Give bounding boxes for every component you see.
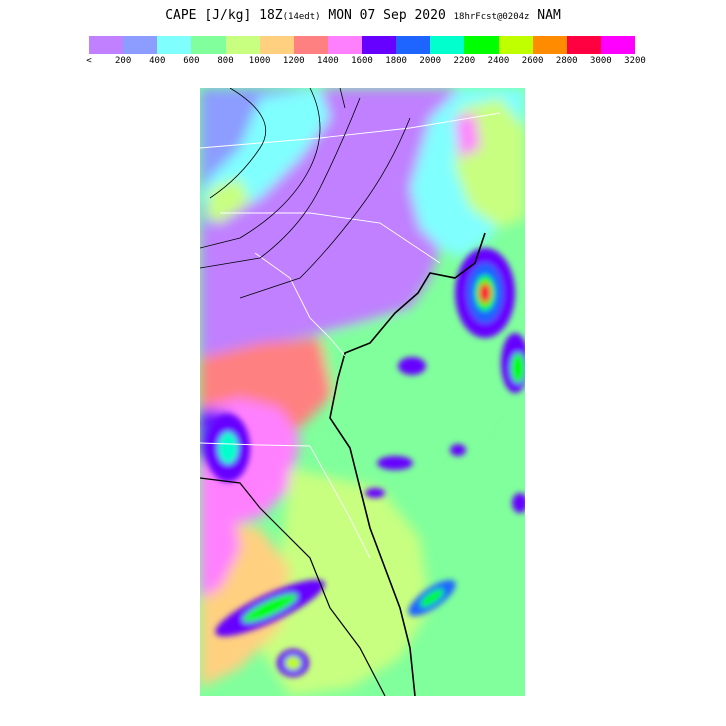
legend-tick-4: 800 [217, 56, 234, 66]
legend-swatch-3 [191, 36, 226, 54]
legend-swatch-10 [430, 36, 465, 54]
legend-tick-9: 1800 [385, 56, 407, 66]
state-boundary-fl-west [309, 445, 371, 559]
legend-tick-3: 600 [183, 56, 200, 66]
legend-tick-8: 1600 [351, 56, 373, 66]
legend-swatch-0 [89, 36, 124, 54]
state-boundary-nc-sc [220, 212, 441, 264]
legend-tick-10: 2000 [419, 56, 442, 66]
title-forecast: 18hrFcst@0204z [453, 12, 530, 22]
legend-swatch-15 [600, 36, 635, 54]
title-local-time: (14edt) [282, 12, 321, 22]
legend-tick-0: < [86, 56, 92, 66]
legend-tick-5: 1000 [248, 56, 271, 66]
cape-cell-s-inner [285, 656, 301, 670]
legend-swatch-9 [396, 36, 431, 54]
title-main: CAPE [J/kg] 18Z [165, 8, 283, 23]
cape-cell-ne-core [479, 283, 491, 303]
legend-swatch-2 [157, 36, 192, 54]
legend-swatch-1 [123, 36, 158, 54]
legend-swatch-8 [362, 36, 397, 54]
title-date: MON 07 Sep 2020 [328, 8, 446, 23]
cape-cell-small-2 [450, 444, 466, 456]
title-model: NAM [537, 8, 561, 23]
legend-swatch-5 [259, 36, 294, 54]
legend-tick-14: 2800 [555, 56, 578, 66]
cape-cell-mid [398, 357, 426, 375]
cape-cell-small-3 [365, 488, 385, 498]
legend-tick-16: 3200 [624, 56, 646, 66]
legend-swatch-7 [327, 36, 362, 54]
legend-tick-labels: <200 400 600 800 1000 1200 1400 1600 1800 2000 220… [86, 56, 649, 68]
cape-cell-small-4 [512, 493, 525, 513]
cape-cell-sw-core [242, 593, 298, 623]
contour-1 [209, 88, 267, 199]
cape-cell-small-1 [377, 456, 413, 470]
state-boundary-sc-ga [254, 252, 346, 357]
state-boundary-ga-fl [200, 442, 311, 447]
cape-field [200, 88, 525, 696]
legend-swatch-14 [566, 36, 601, 54]
legend-tick-1: 200 [114, 56, 132, 66]
legend-swatch-11 [464, 36, 499, 54]
cape-1600-southwest [200, 488, 240, 598]
cape-map [200, 88, 525, 696]
cape-800-region [205, 178, 250, 223]
legend-tick-13: 2600 [521, 56, 544, 66]
legend-swatch-13 [532, 36, 567, 54]
contour-3 [200, 97, 361, 269]
legend-swatch-6 [293, 36, 328, 54]
legend-tick-15: 3000 [590, 56, 612, 66]
legend-tick-12: 2400 [487, 56, 510, 66]
coastline [329, 232, 486, 696]
contour-lines [200, 88, 411, 299]
legend-tick-6: 1200 [282, 56, 305, 66]
state-boundary-va-nc [200, 112, 501, 149]
contour-2 [200, 88, 321, 249]
legend-swatches [89, 36, 635, 54]
map-title: CAPE [J/kg] 18Z(14edt) MON 07 Sep 2020 1… [0, 8, 726, 23]
cape-intense-cells [206, 248, 525, 677]
cape-cell-e-inner [511, 353, 525, 383]
legend-tick-7: 1400 [317, 56, 339, 66]
legend-tick-2: 400 [149, 56, 166, 66]
contour-5 [339, 88, 346, 109]
coastline-west [200, 477, 386, 696]
contour-4 [239, 117, 411, 299]
legend-swatch-4 [225, 36, 260, 54]
cape-cell-w-inner [218, 432, 238, 464]
cape-cell-se-core [420, 588, 444, 608]
legend-swatch-12 [498, 36, 533, 54]
cape-1000-south [260, 468, 430, 696]
cape-1400-blob-north [455, 113, 480, 158]
color-legend [89, 36, 635, 54]
state-boundaries [200, 112, 501, 559]
cape-600-coastal [320, 318, 500, 468]
legend-tick-11: 2200 [453, 56, 476, 66]
